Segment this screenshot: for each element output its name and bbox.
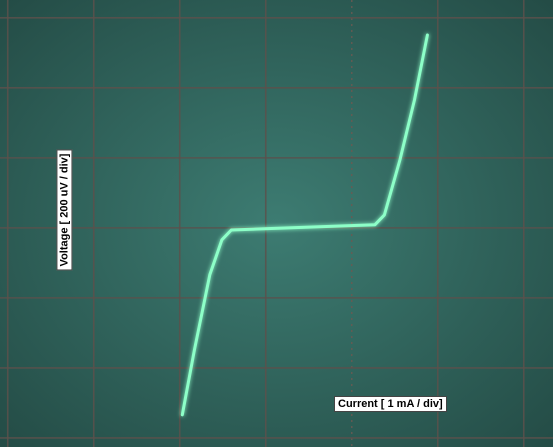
scope-screen: Voltage [ 200 uV / div] Current [ 1 mA /…: [0, 0, 553, 447]
chart: [0, 0, 553, 447]
screen-background: [0, 0, 553, 447]
x-axis-label: Current [ 1 mA / div]: [334, 396, 447, 412]
y-axis-label: Voltage [ 200 uV / div]: [56, 150, 72, 271]
